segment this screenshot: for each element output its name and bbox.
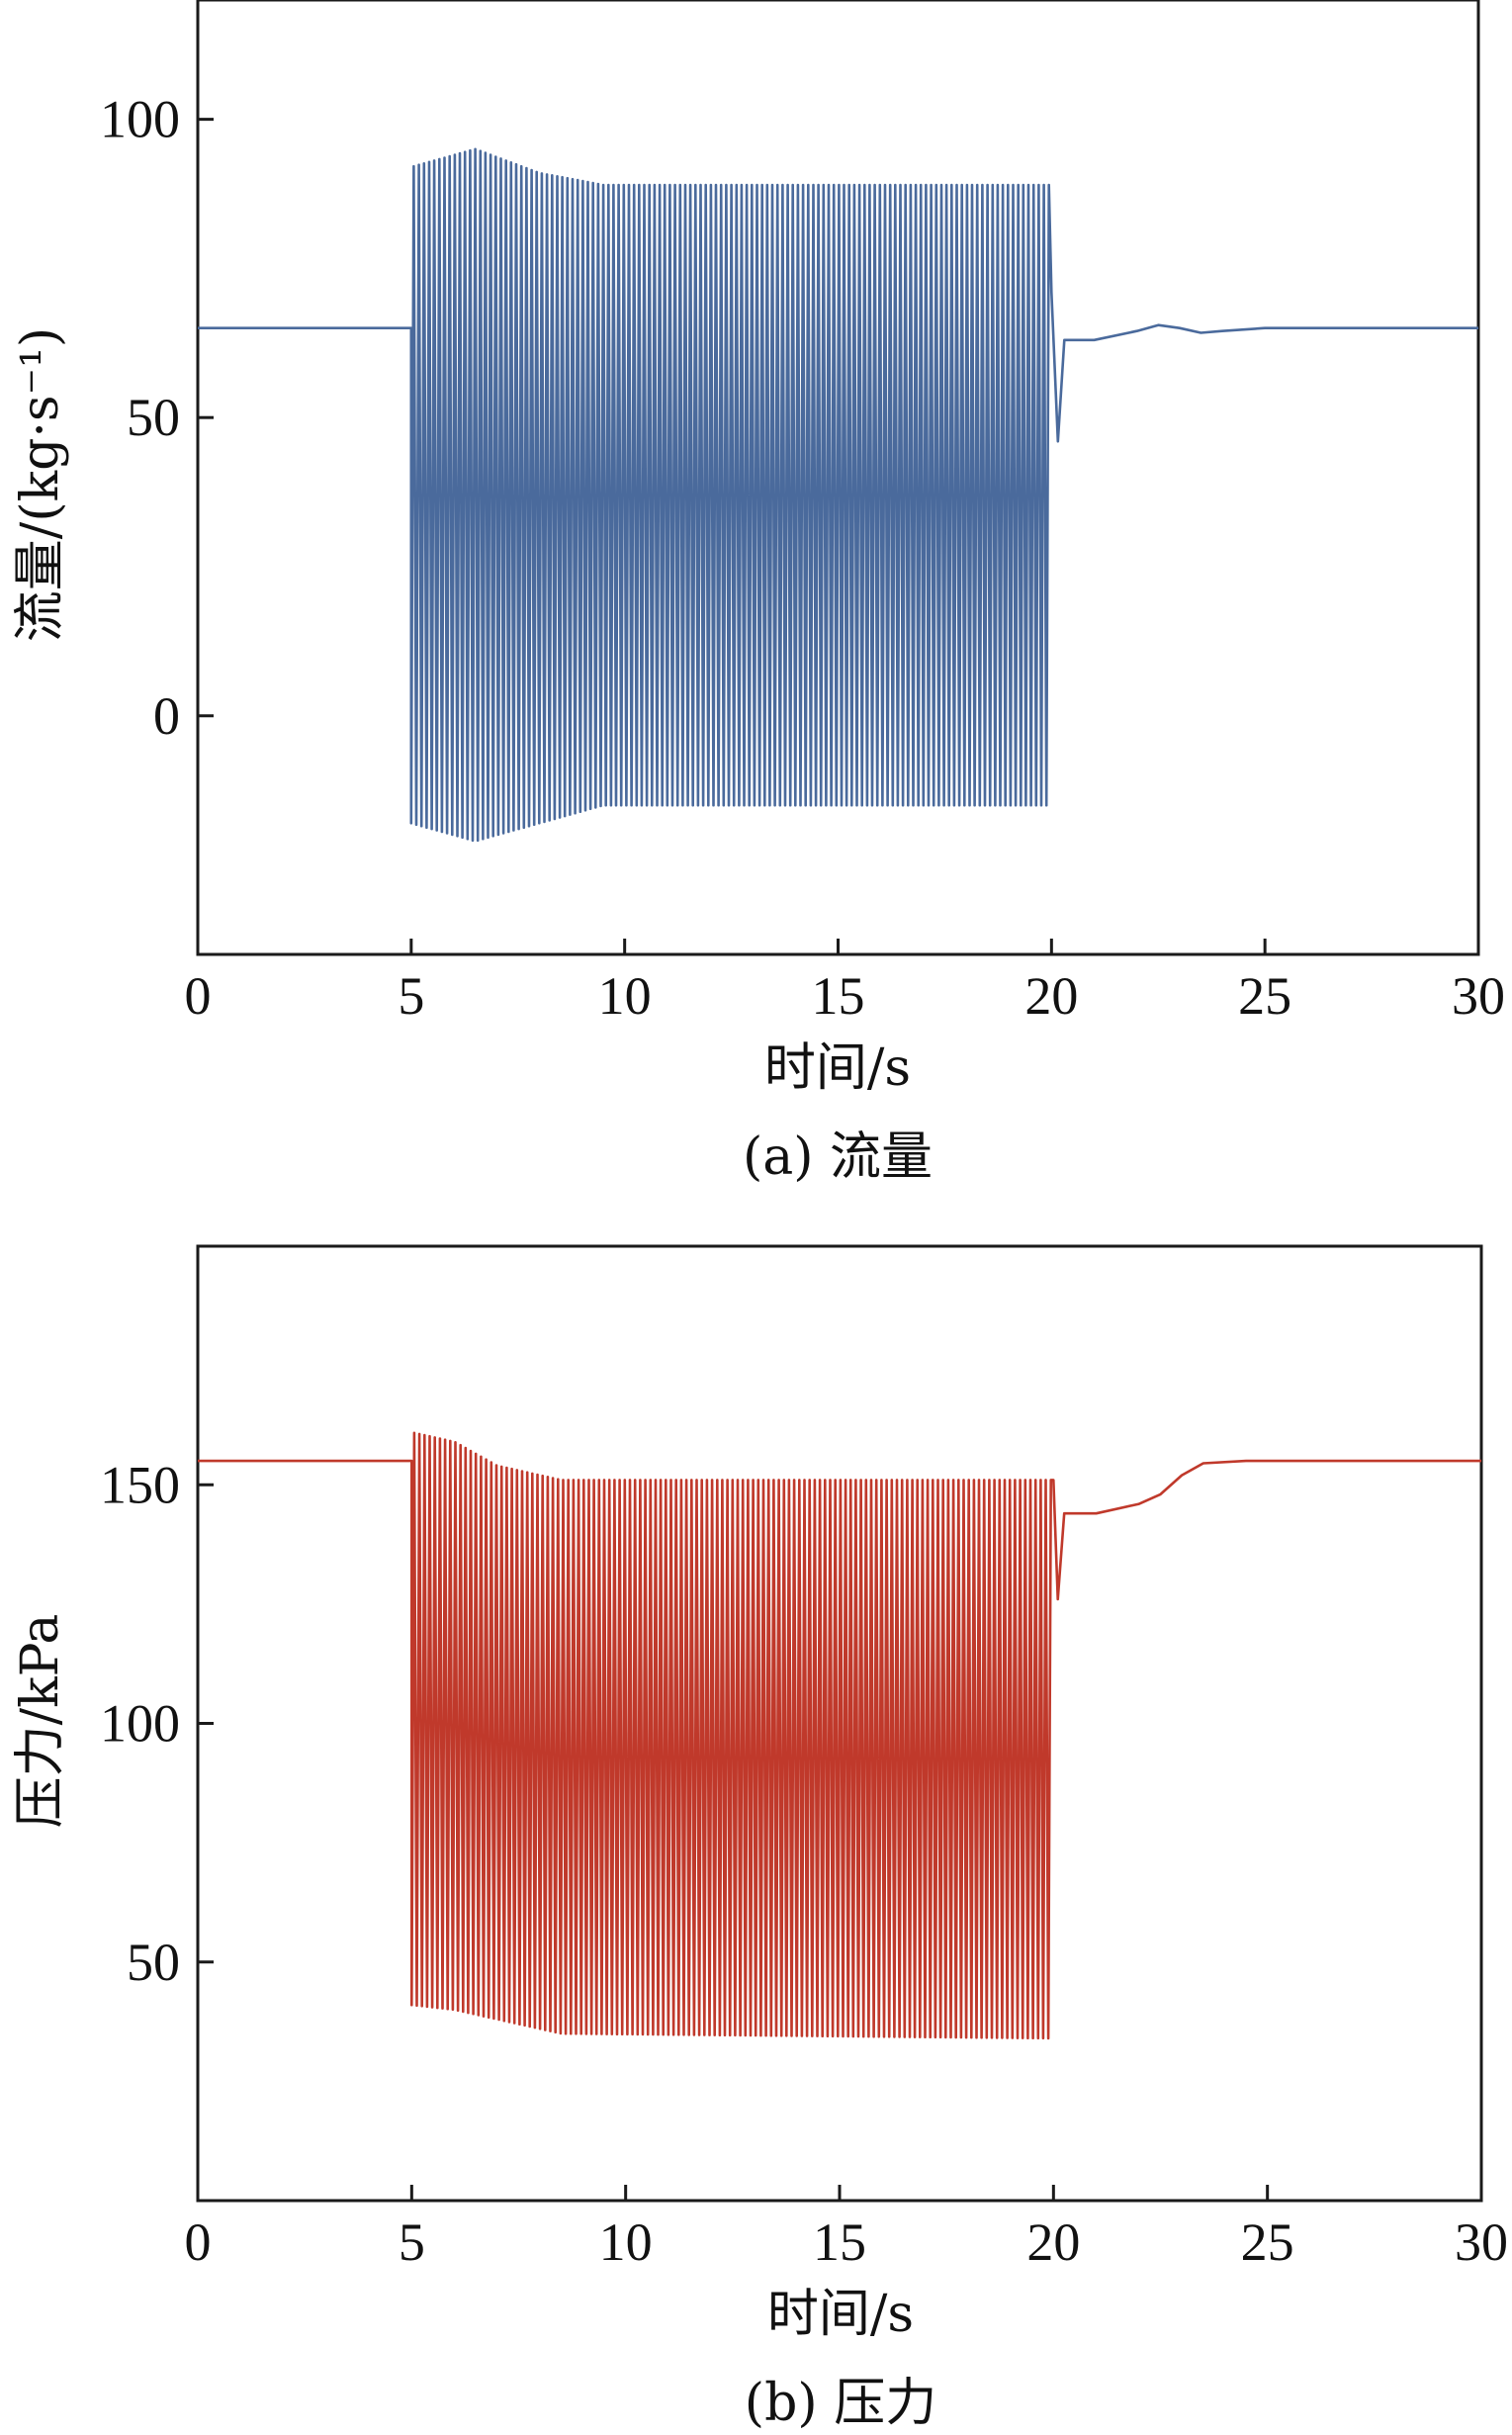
caption-flow: (a) 流量	[743, 1127, 933, 1187]
x-tick-label: 0	[185, 2212, 212, 2272]
x-tick-label: 30	[1452, 966, 1505, 1026]
y-axis-title-flow: 流量/(kg·s⁻¹)	[11, 327, 70, 642]
y-tick-label: 0	[153, 686, 180, 746]
x-tick-label: 5	[399, 2212, 425, 2272]
x-tick-label: 30	[1455, 2212, 1508, 2272]
x-tick-label: 25	[1241, 2212, 1294, 2272]
y-tick-label: 100	[100, 1694, 180, 1754]
y-axis-title-pressure: 压力/kPa	[11, 1614, 70, 1829]
x-tick-label: 0	[185, 966, 212, 1026]
caption-pressure: (b) 压力	[745, 2374, 936, 2433]
x-tick-label: 5	[398, 966, 424, 1026]
x-tick-label: 15	[813, 2212, 866, 2272]
x-axis-title-pressure: 时间/s	[767, 2285, 914, 2344]
series-flow	[198, 147, 1478, 842]
y-tick-label: 100	[100, 90, 180, 149]
x-tick-label: 20	[1024, 966, 1078, 1026]
x-ticks-pressure: 0 5 10 15 20 25 30	[185, 2185, 1508, 2272]
x-ticks-flow: 0 5 10 15 20 25 30	[185, 939, 1505, 1026]
chart-pressure: 0 5 10 15 20 25 30 50 100 150 时间/s 压力/kPa (b) 压力	[11, 1244, 1508, 2433]
series-pressure	[198, 1431, 1481, 2040]
x-tick-label: 20	[1026, 2212, 1080, 2272]
x-axis-title-flow: 时间/s	[764, 1038, 911, 1098]
x-tick-label: 15	[812, 966, 865, 1026]
x-tick-label: 10	[599, 2212, 653, 2272]
y-ticks-flow: 0 50 100	[100, 90, 214, 746]
x-tick-label: 10	[598, 966, 652, 1026]
y-tick-label: 150	[100, 1455, 180, 1514]
y-tick-label: 50	[127, 388, 180, 447]
x-tick-label: 25	[1238, 966, 1291, 1026]
y-ticks-pressure: 50 100 150	[100, 1455, 214, 1992]
series-line-flow	[198, 147, 1478, 842]
series-line-pressure	[198, 1431, 1481, 2040]
chart-flow: 0 5 10 15 20 25 30 0 50 100 时间/s 流量/(kg·s⁻¹) (a)…	[11, 0, 1505, 1187]
y-tick-label: 50	[127, 1933, 180, 1992]
